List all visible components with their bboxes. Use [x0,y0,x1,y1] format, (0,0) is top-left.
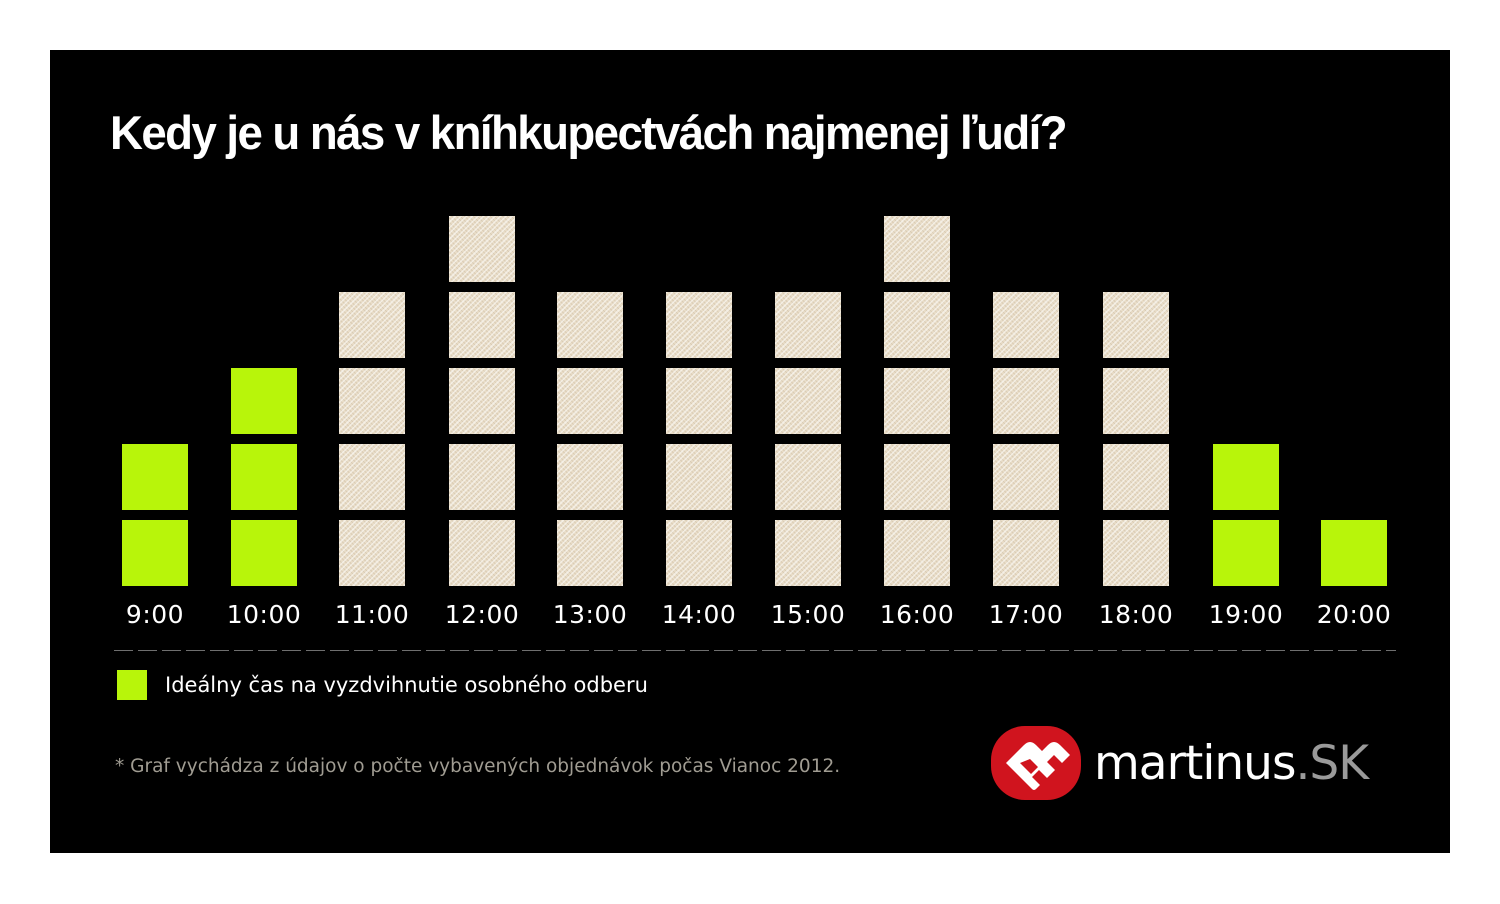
block-beige [775,368,841,434]
x-tick-label: 15:00 [770,600,846,629]
block-green [1213,520,1279,586]
block-beige [339,520,405,586]
x-tick-label: 17:00 [988,600,1064,629]
x-tick-label: 12:00 [444,600,520,629]
block-beige [884,444,950,510]
block-green [122,520,188,586]
block-beige [993,520,1059,586]
x-tick-label: 13:00 [552,600,628,629]
block-beige [339,292,405,358]
bar-column [1213,434,1279,586]
x-tick-label: 11:00 [334,600,410,629]
bar-column [666,282,732,586]
block-beige [1103,292,1169,358]
bar-column [993,282,1059,586]
block-beige [884,216,950,282]
infographic-panel: Kedy je u nás v kníhkupectvách najmenej … [50,50,1450,853]
block-green [231,368,297,434]
block-beige [993,292,1059,358]
block-beige [884,520,950,586]
chart-title: Kedy je u nás v kníhkupectvách najmenej … [110,106,1068,159]
block-beige [557,368,623,434]
block-beige [884,368,950,434]
bar-column [775,282,841,586]
footnote: * Graf vychádza z údajov o počte vybaven… [115,756,841,777]
legend: Ideálny čas na vyzdvihnutie osobného odb… [117,670,648,700]
block-beige [1103,520,1169,586]
bar-column [231,358,297,586]
block-beige [666,444,732,510]
bar-column [449,206,515,586]
block-beige [449,216,515,282]
x-tick-label: 20:00 [1316,600,1392,629]
bar-column [557,282,623,586]
block-green [231,444,297,510]
block-beige [557,520,623,586]
block-beige [884,292,950,358]
block-green [231,520,297,586]
logo-name: martinus [1094,735,1296,791]
block-chart: 9:00 10:00 11:00 12:00 13:00 14:00 15:00 16:00 1… [50,50,1450,670]
block-green [122,444,188,510]
block-beige [557,292,623,358]
bar-column [122,434,188,586]
legend-swatch-green [117,670,147,700]
logo-wordmark: martinus.SK [1094,735,1369,791]
block-beige [993,368,1059,434]
bar-column [884,206,950,586]
block-green [1321,520,1387,586]
block-beige [557,444,623,510]
bar-column [1321,510,1387,586]
block-beige [775,444,841,510]
block-beige [993,444,1059,510]
x-tick-label: 9:00 [125,600,185,629]
block-beige [339,444,405,510]
legend-label: Ideálny čas na vyzdvihnutie osobného odb… [165,673,648,697]
x-tick-label: 16:00 [879,600,955,629]
martinus-m-heart-icon [991,726,1081,800]
logo-tld: .SK [1295,735,1369,791]
bar-column [1103,282,1169,586]
block-beige [775,520,841,586]
x-tick-label: 19:00 [1208,600,1284,629]
block-beige [666,292,732,358]
x-tick-label: 10:00 [226,600,302,629]
block-beige [449,444,515,510]
block-beige [339,368,405,434]
block-green [1213,444,1279,510]
dashed-divider [114,650,1396,651]
block-beige [1103,368,1169,434]
martinus-logo: martinus.SK [990,725,1369,801]
block-beige [775,292,841,358]
block-beige [666,368,732,434]
bar-column [339,282,405,586]
block-beige [449,292,515,358]
block-beige [666,520,732,586]
block-beige [449,368,515,434]
block-beige [1103,444,1169,510]
block-beige [449,520,515,586]
x-tick-label: 18:00 [1098,600,1174,629]
x-tick-label: 14:00 [661,600,737,629]
